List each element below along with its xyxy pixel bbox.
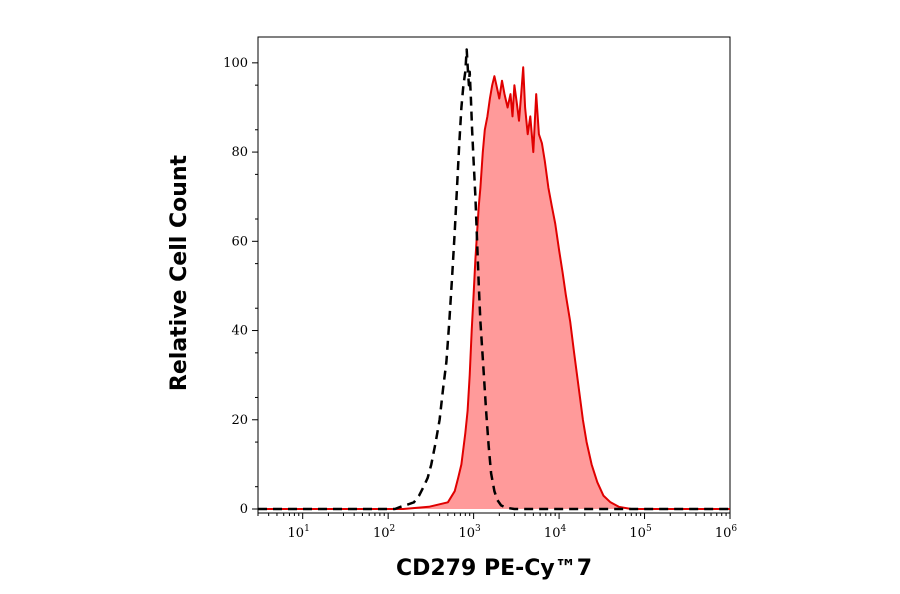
y-tick-label: 40: [231, 324, 248, 339]
x-tick-exponent: 1: [304, 524, 310, 534]
x-tick-exponent: 4: [560, 524, 566, 534]
y-tick-label: 20: [231, 413, 248, 428]
series-1-line: [258, 48, 730, 511]
x-tick-exponent: 2: [390, 524, 396, 534]
x-tick-label: 102: [373, 524, 395, 541]
x-tick-label: 106: [715, 524, 738, 541]
x-tick-label: 105: [629, 524, 652, 541]
x-tick-label: 101: [288, 524, 310, 541]
series-0-fill: [258, 67, 730, 510]
x-tick-label: 104: [544, 524, 567, 541]
x-tick-exponent: 5: [646, 524, 652, 534]
series-0-line: [258, 66, 730, 510]
x-tick-exponent: 3: [475, 524, 481, 534]
x-tick-exponent: 6: [731, 524, 737, 534]
y-tick-label: 80: [231, 145, 248, 160]
y-tick-label: 0: [240, 502, 248, 517]
plot-frame: [257, 36, 731, 514]
x-axis: 101 102 103 104 105 106: [257, 513, 738, 541]
y-tick-label: 60: [231, 234, 248, 249]
y-axis-title: Relative Cell Count: [167, 154, 192, 391]
y-axis: 0 20 40 60 80 100: [223, 56, 258, 517]
plot-area: [258, 48, 730, 511]
y-tick-label: 100: [223, 56, 248, 71]
x-tick-label: 103: [458, 524, 481, 541]
x-axis-title: CD279 PE-Cy™7: [396, 556, 592, 581]
